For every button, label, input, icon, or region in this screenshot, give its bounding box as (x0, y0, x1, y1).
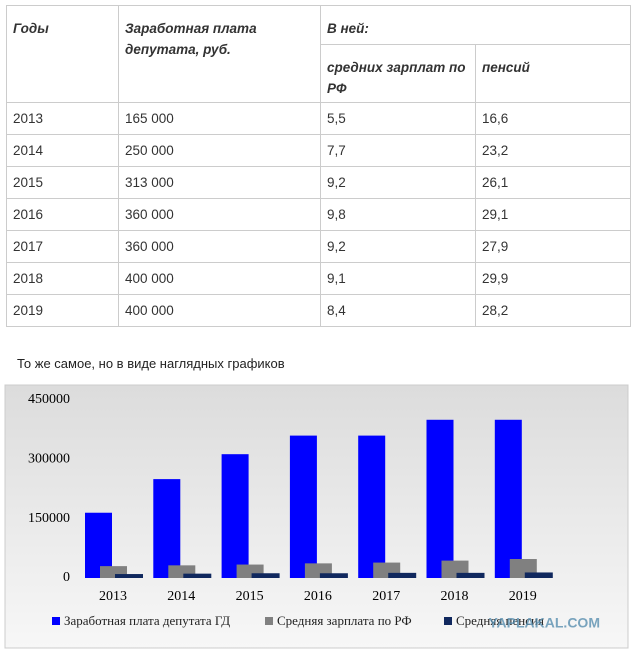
bar (115, 574, 143, 578)
caption: То же самое, но в виде наглядных графико… (17, 356, 285, 371)
table-cell: 400 000 (118, 294, 321, 327)
table-row: 2015 313 000 9,2 26,1 (6, 166, 631, 199)
table-cell: 165 000 (118, 102, 321, 135)
table-cell: 9,2 (320, 166, 476, 199)
bar (494, 419, 522, 578)
legend-label: Заработная плата депутата ГД (64, 613, 230, 628)
table-cell: 2015 (6, 166, 119, 199)
x-tick-label: 2015 (236, 589, 264, 604)
table-cell: 400 000 (118, 262, 321, 295)
table-cell: 29,1 (475, 198, 631, 231)
bar (100, 566, 127, 578)
table-cell: 9,1 (320, 262, 476, 295)
x-tick-label: 2016 (304, 589, 332, 604)
header-cell: средних зарплат по РФ (320, 44, 476, 103)
y-tick-label: 450000 (28, 392, 70, 407)
table-row: 2019 400 000 8,4 28,2 (6, 294, 631, 327)
legend-label: Средняя зарплата по РФ (277, 613, 412, 628)
table-cell: 9,8 (320, 198, 476, 231)
table-cell: 27,9 (475, 230, 631, 263)
y-tick-label: 150000 (28, 511, 70, 526)
x-tick-label: 2013 (99, 589, 127, 604)
bar (319, 573, 348, 578)
table-cell: 2017 (6, 230, 119, 263)
bar (251, 573, 280, 578)
x-tick-label: 2014 (167, 589, 195, 604)
bar (388, 572, 417, 578)
table-row: 2018 400 000 9,1 29,9 (6, 262, 631, 295)
table-cell: 2013 (6, 102, 119, 135)
table-row: 2013 165 000 5,5 16,6 (6, 102, 631, 135)
table-cell: 360 000 (118, 230, 321, 263)
x-tick-label: 2017 (372, 589, 400, 604)
x-tick-label: 2018 (441, 589, 469, 604)
bar (183, 573, 212, 578)
watermark: YAPLAKAL.COM (489, 615, 601, 631)
legend-label: Средняя пенсия (456, 613, 544, 628)
table-cell: 28,2 (475, 294, 631, 327)
table-cell: 2016 (6, 198, 119, 231)
bar (153, 479, 181, 578)
header-cell: В ней: (320, 5, 631, 45)
table-row: 2016 360 000 9,8 29,1 (6, 198, 631, 231)
header-cell: Годы (6, 5, 119, 103)
bar (456, 572, 485, 578)
data-table: Годы Заработная плата депутата, руб. В н… (6, 5, 631, 327)
table-cell: 23,2 (475, 134, 631, 167)
x-tick-label: 2019 (509, 589, 537, 604)
bar (358, 435, 386, 578)
bar (289, 435, 317, 578)
header-cell: пенсий (475, 44, 631, 103)
table-cell: 2014 (6, 134, 119, 167)
legend-swatch (52, 617, 60, 625)
y-tick-label: 300000 (28, 452, 70, 467)
bar (426, 419, 454, 578)
legend-swatch (265, 617, 273, 625)
legend-swatch (444, 617, 452, 625)
table-cell: 2018 (6, 262, 119, 295)
bar (221, 454, 249, 578)
bar (524, 572, 553, 578)
header-cell: Заработная плата депутата, руб. (118, 5, 321, 103)
y-tick-label: 0 (63, 570, 70, 585)
table-cell: 5,5 (320, 102, 476, 135)
